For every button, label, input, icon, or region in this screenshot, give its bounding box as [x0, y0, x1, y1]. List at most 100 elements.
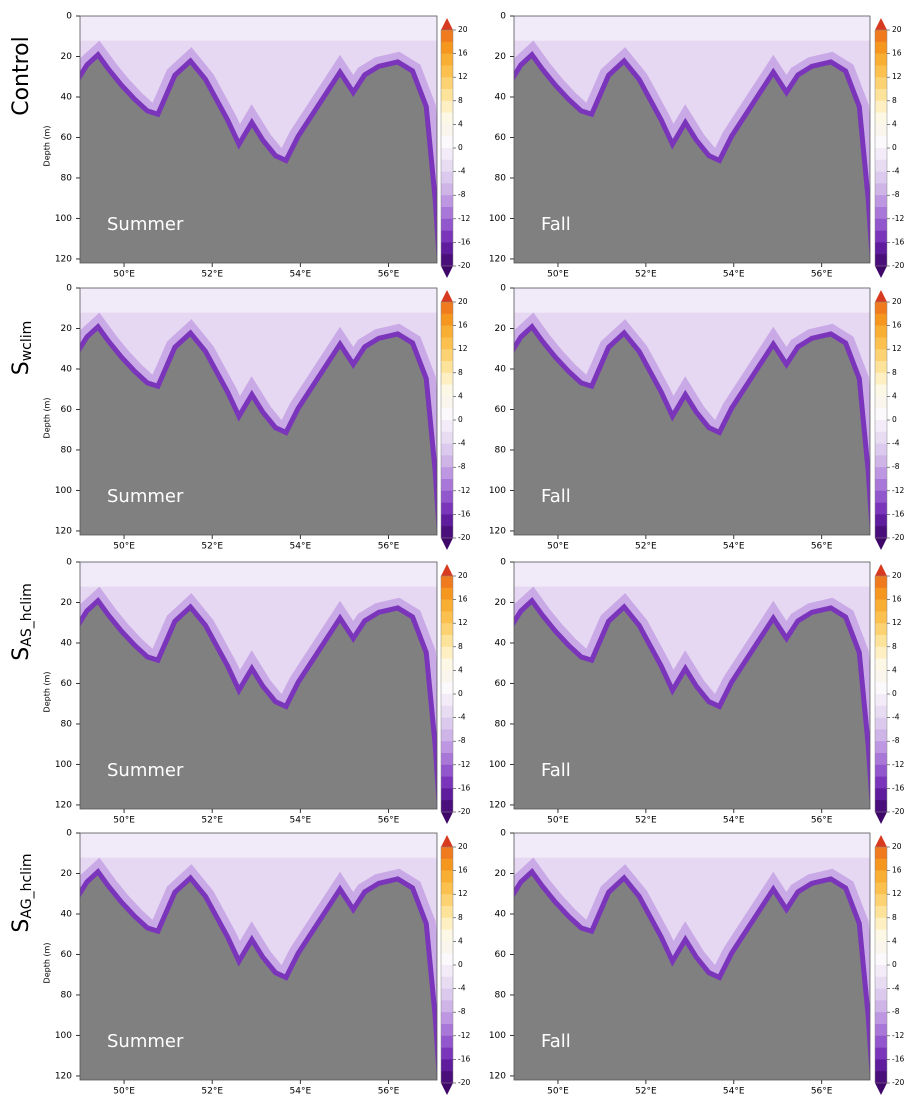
colorbar-bin [441, 207, 453, 220]
colorbar-bin [441, 490, 453, 503]
colorbar-bin [875, 917, 887, 930]
colorbar-tick-label: 20 [892, 25, 902, 34]
colorbar-tick-label: 16 [892, 595, 902, 604]
colorbar-bin [875, 124, 887, 137]
y-tick-label: 0 [66, 558, 72, 568]
x-tick-label: 56°E [811, 816, 833, 826]
colorbar-bin [875, 847, 887, 860]
colorbar-bin [441, 741, 453, 754]
colorbar-bin [441, 159, 453, 172]
colorbar-tick-label: -4 [458, 984, 466, 993]
colorbar-extend-top [875, 18, 887, 30]
row-label: SAS_hclim [9, 583, 35, 660]
x-tick-label: 52°E [635, 270, 657, 280]
colorbar-extend-bottom [441, 1083, 453, 1095]
colorbar-bin [875, 1024, 887, 1037]
colorbar-bin [875, 906, 887, 919]
colorbar-tick-label: -8 [458, 462, 466, 471]
colorbar-bin [875, 431, 887, 444]
colorbar-tick-label: -20 [458, 261, 470, 270]
colorbar-bin [875, 467, 887, 480]
colorbar-tick-label: 8 [892, 913, 897, 922]
colorbar-bin [441, 302, 453, 315]
y-tick-label: 60 [495, 950, 507, 960]
y-tick-label: 20 [495, 324, 507, 334]
colorbar-bin [441, 858, 453, 871]
colorbar-extend-bottom [441, 266, 453, 278]
colorbar-tick-label: -8 [892, 190, 900, 199]
colorbar-extend-bottom [441, 538, 453, 550]
plot-frame [79, 561, 438, 810]
field-rim-dark [514, 868, 870, 1080]
colorbar-bin [441, 764, 453, 777]
colorbar-bin [441, 313, 453, 326]
colorbar-tick-label: -12 [458, 1031, 470, 1040]
y-tick-label: 120 [55, 800, 72, 810]
x-tick-label: 50°E [547, 270, 569, 280]
colorbar-bin [875, 788, 887, 801]
plot-frame [513, 287, 871, 536]
row-label-sub: wclim [19, 321, 35, 362]
colorbar-bin [441, 431, 453, 444]
colorbar-tick-label: -12 [892, 1031, 904, 1040]
colorbar-extend-bottom [441, 812, 453, 824]
colorbar-bin [441, 349, 453, 362]
colorbar-tick-label: 8 [458, 96, 463, 105]
colorbar-tick-label: -20 [458, 807, 470, 816]
colorbar-bin [875, 682, 887, 695]
plot-frame [79, 287, 438, 536]
colorbar-tick-label: -4 [892, 984, 900, 993]
colorbar-bin [441, 384, 453, 397]
colorbar-bin [441, 870, 453, 883]
colorbar-bin [875, 1000, 887, 1013]
field-upper [514, 562, 870, 587]
y-tick-label: 100 [55, 486, 72, 496]
colorbar-bin [875, 1059, 887, 1072]
season-label: Summer [107, 486, 184, 507]
colorbar-bin [875, 479, 887, 492]
x-tick-label: 56°E [811, 1087, 833, 1097]
colorbar-bin [441, 1047, 453, 1060]
colorbar-bin [875, 953, 887, 966]
colorbar-bin [441, 906, 453, 919]
row-label: SAG_hclim [9, 853, 35, 932]
season-label: Summer [107, 760, 184, 781]
field-rim-dark [514, 51, 870, 263]
y-tick-label: 80 [61, 990, 73, 1000]
x-tick-label: 52°E [201, 816, 223, 826]
colorbar-tick-label: -4 [458, 713, 466, 722]
colorbar-bin [441, 195, 453, 208]
colorbar-bin [441, 917, 453, 930]
colorbar-bin [441, 112, 453, 125]
colorbar-bin [441, 976, 453, 989]
y-tick-label: 0 [500, 558, 506, 568]
x-tick-label: 52°E [201, 1087, 223, 1097]
colorbar-bin [441, 372, 453, 385]
colorbar-bin [441, 325, 453, 338]
colorbar-tick-label: 16 [892, 321, 902, 330]
colorbar-bin [441, 965, 453, 978]
colorbar-bin [875, 53, 887, 66]
colorbar-bin [441, 929, 453, 942]
colorbar-bin [875, 858, 887, 871]
colorbar-bin [441, 623, 453, 636]
colorbar-tick-label: -20 [458, 1078, 470, 1087]
colorbar-bin [441, 705, 453, 718]
colorbar-bin [441, 443, 453, 456]
x-tick-label: 54°E [290, 816, 312, 826]
colorbar-bin [441, 988, 453, 1001]
bathymetry [80, 58, 437, 263]
row-label-main: Control [9, 36, 34, 116]
colorbar-tick-label: -4 [458, 167, 466, 176]
colorbar-bin [875, 894, 887, 907]
colorbar-tick-label: -20 [458, 533, 470, 542]
field-upper [80, 833, 437, 858]
colorbar-tick-label: 12 [892, 889, 902, 898]
y-axis-label: Depth (m) [43, 126, 52, 167]
colorbar-tick-label: 12 [892, 72, 902, 81]
colorbar-bin [875, 30, 887, 43]
colorbar-bin [441, 53, 453, 66]
colorbar-tick-label: 20 [892, 297, 902, 306]
colorbar-tick-label: 16 [458, 321, 468, 330]
